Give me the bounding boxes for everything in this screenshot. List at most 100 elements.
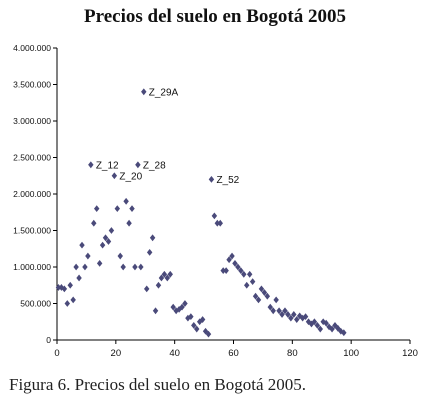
data-point: [138, 263, 144, 271]
y-tick-label: 2.500.000: [13, 153, 51, 163]
data-point: [91, 219, 97, 227]
data-point: [246, 270, 253, 278]
data-point: [285, 311, 291, 318]
x-axis-ticks: 0 20 40 60 80 100 120: [54, 340, 418, 359]
data-point: [188, 313, 194, 321]
data-point: [252, 292, 259, 300]
data-point: [61, 285, 68, 293]
data-points: [55, 88, 347, 338]
data-point: [214, 219, 221, 227]
data-point: [117, 252, 123, 260]
data-point: [220, 267, 226, 275]
data-point: [164, 274, 171, 282]
x-tick-label: 100: [343, 348, 359, 359]
y-tick-label: 2.000.000: [13, 189, 51, 199]
data-point: [146, 249, 153, 256]
data-point: [170, 303, 176, 311]
data-point: [335, 324, 341, 332]
data-point: [64, 300, 71, 307]
data-point: [255, 296, 262, 304]
data-point: [167, 270, 173, 278]
data-point: [196, 318, 203, 326]
data-point: [282, 307, 288, 315]
data-point: [199, 316, 206, 323]
data-point: [70, 296, 76, 304]
data-point: [264, 292, 271, 300]
data-point: [211, 212, 218, 220]
data-point: [96, 259, 103, 267]
data-point: [111, 172, 118, 180]
data-point: [102, 234, 109, 242]
data-point: [126, 219, 132, 227]
data-point: [108, 227, 115, 234]
data-point: [161, 270, 168, 278]
y-tick-label: 3.000.000: [13, 116, 51, 126]
y-axis-ticks: 0 500.000 1.000.000 1.500.000 2.000.000 2.500…: [13, 43, 57, 345]
data-point: [276, 307, 282, 315]
data-point: [88, 161, 94, 169]
data-point: [73, 263, 79, 271]
data-point: [55, 284, 62, 291]
data-point: [58, 284, 65, 291]
data-point: [279, 311, 285, 318]
chart-axes: [56, 48, 410, 341]
data-point: [105, 238, 112, 245]
data-point: [217, 219, 223, 227]
point-label: Z_52: [216, 175, 239, 186]
data-point: [338, 327, 344, 335]
data-point: [229, 252, 235, 260]
data-point: [205, 330, 212, 338]
data-point: [288, 314, 294, 322]
data-point: [208, 176, 215, 183]
data-point: [302, 313, 309, 321]
data-point: [311, 318, 318, 326]
data-point: [155, 281, 162, 289]
data-point: [232, 259, 238, 267]
y-tick-label: 1.000.000: [13, 262, 51, 272]
data-point: [132, 263, 138, 271]
data-point: [123, 197, 129, 205]
data-point: [267, 303, 273, 311]
x-tick-label: 60: [228, 348, 239, 359]
data-point: [341, 329, 347, 337]
data-point: [291, 311, 297, 318]
data-point: [273, 296, 279, 304]
point-label: Z_28: [143, 160, 166, 171]
data-point: [261, 289, 268, 296]
data-point: [191, 322, 197, 329]
y-tick-label: 3.500.000: [13, 80, 51, 90]
data-point: [235, 263, 241, 271]
data-point: [120, 263, 126, 271]
data-point: [329, 325, 335, 333]
data-point: [226, 256, 232, 264]
data-point: [182, 300, 188, 307]
data-point: [135, 161, 141, 169]
figure-caption: Figura 6. Precios del suelo en Bogotá 20…: [9, 375, 306, 394]
data-point: [294, 316, 300, 323]
data-point: [99, 241, 106, 249]
data-point: [326, 323, 332, 331]
data-point: [76, 274, 82, 282]
data-point: [158, 274, 165, 282]
data-point: [223, 267, 229, 275]
data-point: [129, 205, 135, 212]
data-point: [258, 285, 265, 293]
data-point: [194, 325, 200, 333]
data-point: [82, 263, 88, 271]
point-label: Z_29A: [149, 87, 179, 98]
data-point: [85, 252, 91, 260]
data-point: [67, 281, 73, 289]
data-point: [314, 322, 321, 329]
data-point: [149, 234, 156, 242]
x-tick-label: 40: [169, 348, 180, 359]
y-tick-label: 4.000.000: [13, 43, 51, 53]
data-point: [244, 281, 250, 289]
data-point: [317, 325, 323, 333]
y-tick-label: 500.000: [20, 299, 51, 309]
data-point: [144, 285, 150, 293]
data-point: [249, 278, 256, 285]
data-point: [114, 205, 121, 212]
x-tick-label: 80: [287, 348, 298, 359]
y-tick-label: 0: [46, 335, 51, 345]
